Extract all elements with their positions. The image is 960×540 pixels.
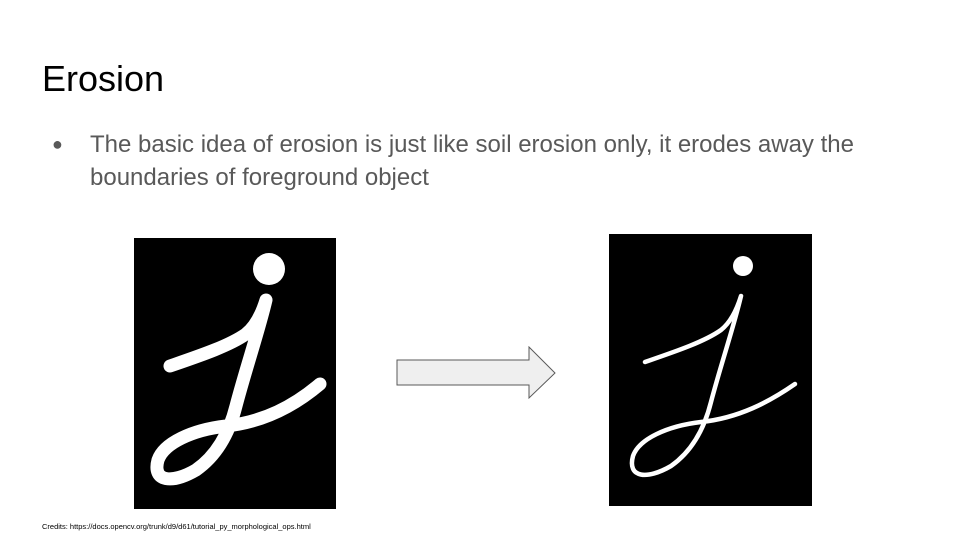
eroded-image: [609, 234, 812, 506]
bullet-text: The basic idea of erosion is just like s…: [90, 131, 854, 191]
right-arrow-icon: [395, 345, 559, 407]
slide-title: Erosion: [42, 58, 165, 99]
bullet-item: ● The basic idea of erosion is just like…: [52, 128, 912, 194]
bullet-dot-icon: ●: [52, 134, 63, 154]
eroded-j-glyph: [609, 234, 812, 506]
original-image: [134, 238, 336, 509]
credits-text: Credits: https://docs.opencv.org/trunk/d…: [42, 522, 311, 531]
original-j-glyph: [134, 238, 336, 509]
bullet-list: ● The basic idea of erosion is just like…: [52, 128, 912, 194]
